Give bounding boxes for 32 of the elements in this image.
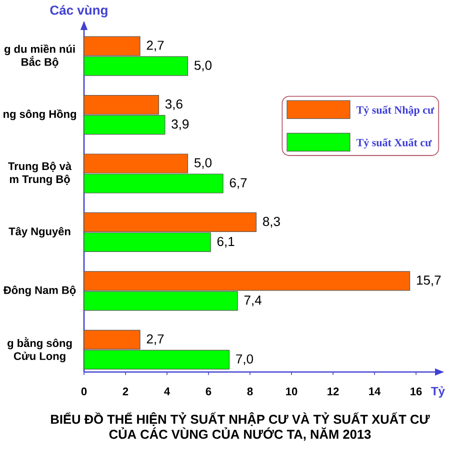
- x-tick-label: 16: [410, 388, 422, 396]
- data-label: 2,7: [146, 40, 164, 52]
- x-tick-label: 2: [122, 388, 128, 396]
- y-tick-label: g du miền núi Bắc Bộ: [4, 44, 75, 68]
- x-tick-label: 10: [286, 388, 298, 396]
- text: Tỷ suất Xuất cư: [356, 138, 432, 149]
- x-axis-title: Tỷ: [431, 386, 445, 398]
- data-label: 6,1: [217, 236, 234, 248]
- data-label: 5,0: [194, 60, 212, 72]
- x-tick-label: 14: [369, 388, 381, 396]
- data-label: 6,7: [230, 178, 247, 189]
- data-label: 7,0: [236, 354, 254, 366]
- y-tick-label: Tây Nguyên: [8, 226, 70, 238]
- x-tick-label: 4: [164, 388, 170, 396]
- y-axis-title: Các vùng: [50, 5, 108, 18]
- text: Tỷ suất Nhập cư: [356, 106, 434, 116]
- data-label: 3,6: [165, 99, 182, 110]
- y-tick-label: ng sông Hồng: [4, 109, 76, 120]
- x-tick-label: 0: [81, 388, 87, 396]
- y-tick-label: Trung Bộ và m Trung Bộ: [8, 162, 72, 186]
- data-label: 5,0: [194, 158, 212, 169]
- x-tick-label: 6: [206, 388, 212, 396]
- x-tick-label: 12: [328, 388, 339, 396]
- data-label: 7,4: [244, 296, 262, 306]
- data-label: 8,3: [263, 216, 280, 228]
- y-tick-label: Đông Nam Bộ: [3, 286, 76, 296]
- text: BIỂU ĐỒ THỂ HIỆN TỶ SUẤT NHẬP CƯ VÀ TỶ SUẤT XUẤT CƯ CỦA CÁC VÙNG CỦA NƯỚC TA, NĂM 2013: [51, 412, 430, 441]
- y-tick-label: g bằng sông Cửu Long: [8, 337, 72, 362]
- x-tick-label: 8: [247, 388, 253, 396]
- data-label: 3,9: [172, 119, 189, 130]
- data-label: 2,7: [146, 334, 164, 346]
- data-label: 15,7: [416, 276, 441, 286]
